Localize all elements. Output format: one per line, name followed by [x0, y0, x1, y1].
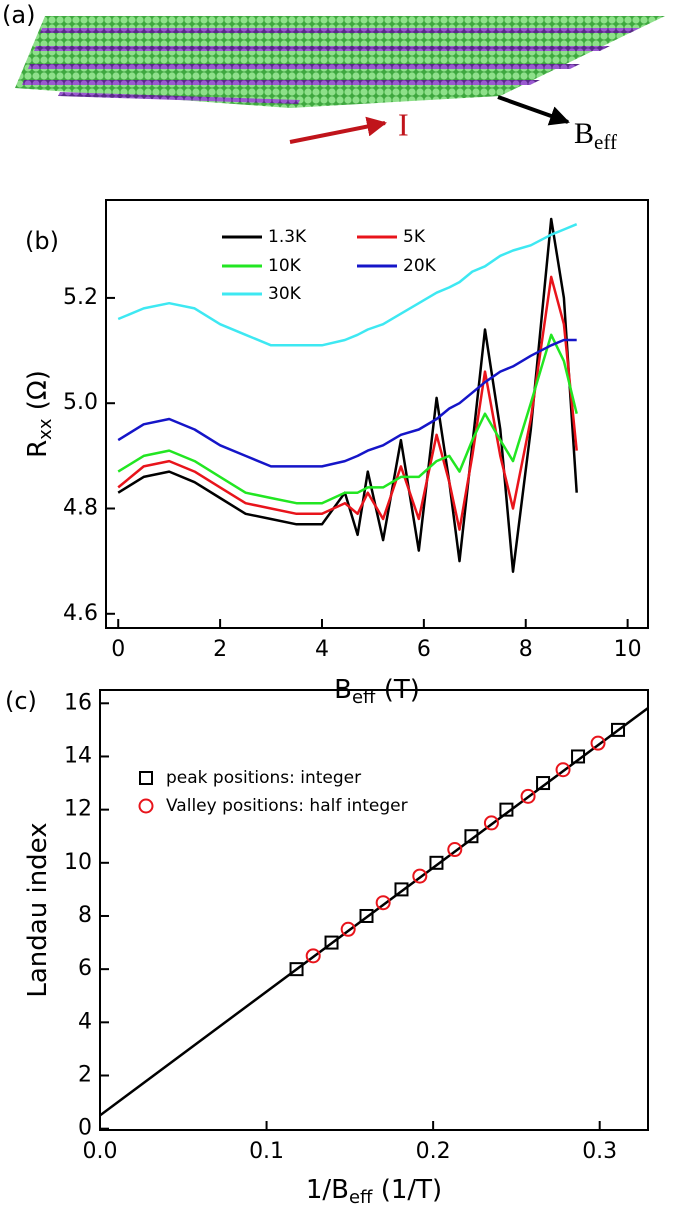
marker-square: [289, 962, 304, 977]
legend-label: peak positions: integer: [166, 768, 361, 788]
y-tick-label: 16: [64, 690, 92, 715]
marker-circle: [555, 762, 571, 778]
x-axis-label: 1/Beff (1/T): [306, 1175, 442, 1209]
y-tick-label: 12: [64, 797, 92, 822]
marker-square: [611, 722, 626, 737]
marker-square: [429, 855, 444, 870]
y-axis-label: Landau index: [23, 822, 53, 997]
marker-circle: [590, 735, 606, 751]
x-axis-label-part: eff: [352, 687, 376, 708]
marker-square: [499, 802, 514, 817]
layer: [40, 28, 640, 33]
y-tick-label: 14: [64, 743, 92, 768]
field-symbol: B: [574, 117, 594, 150]
marker-square: [359, 908, 374, 923]
y-tick-label: 2: [78, 1062, 92, 1087]
x-tick-label: 0.2: [416, 1139, 451, 1164]
x-tick-label: 10: [614, 637, 642, 662]
layered-crystal-illustration: (a) I Beff: [2, 1, 665, 154]
panel-label: (a): [2, 1, 35, 29]
y-tick-label: 4: [78, 1009, 92, 1034]
x-tick-label: 8: [519, 637, 533, 662]
legend-label: Valley positions: half integer: [166, 796, 408, 816]
data-line: [117, 217, 578, 573]
marker-square: [394, 882, 409, 897]
x-tick-label: 2: [213, 637, 227, 662]
chart-panel: (b) 0 2 4 6 8 10 4.6 4.8 5.0 5.2 Beff (T) Rxx (Ω) 1.3…: [23, 199, 649, 709]
layer: [22, 80, 540, 85]
current-label: I: [398, 106, 409, 142]
layer: [28, 64, 580, 69]
x-tick-label: 0.0: [83, 1139, 118, 1164]
data-line: [117, 223, 578, 347]
data-line: [117, 275, 578, 531]
plot-area: [100, 706, 648, 1117]
x-tick-label: 0.1: [249, 1139, 284, 1164]
y-tick-label: 5.0: [63, 390, 98, 415]
y-axis-label-part: Landau index: [23, 822, 53, 997]
marker-circle: [412, 868, 428, 884]
legend-swatch: [139, 771, 153, 785]
field-label: Beff: [574, 117, 617, 154]
x-tick-label: 4: [315, 637, 329, 662]
y-tick-label: 4.8: [63, 495, 98, 520]
panel-label: (c): [5, 687, 37, 715]
marker-square: [536, 776, 551, 791]
plot-frame: [99, 689, 649, 1131]
field-subscript: eff: [594, 130, 617, 154]
y-tick-label: 6: [78, 956, 92, 981]
layer: [58, 92, 300, 104]
layer: [34, 46, 610, 51]
legend-label: 30K: [268, 284, 302, 304]
legend-swatch: [138, 798, 154, 814]
y-tick-label: 5.2: [63, 285, 98, 310]
x-axis-label-part: (1/T): [372, 1175, 442, 1205]
marker-square: [464, 829, 479, 844]
y-tick-label: 4.6: [63, 601, 98, 626]
x-tick-label: 0: [111, 637, 125, 662]
y-axis-label-part: xx: [35, 418, 56, 440]
data-line: [117, 333, 578, 505]
plot-frame: [105, 199, 649, 629]
y-axis-label-part: R: [23, 440, 53, 458]
field-arrow: [497, 95, 570, 126]
y-axis-label-part: (Ω): [23, 370, 53, 418]
marker-circle: [447, 842, 463, 858]
fit-line: [100, 706, 648, 1117]
marker-circle: [340, 921, 356, 937]
marker-square: [571, 749, 586, 764]
legend-label: 1.3K: [268, 227, 307, 247]
plot-area: [117, 217, 578, 573]
y-axis-label: Rxx (Ω): [23, 370, 57, 458]
legend-label: 5K: [403, 227, 426, 247]
marker-circle: [375, 895, 391, 911]
x-axis-label: Beff (T): [334, 675, 420, 709]
current-arrow: [289, 116, 387, 144]
y-tick-label: 10: [64, 850, 92, 875]
x-tick-label: 6: [417, 637, 431, 662]
marker-circle: [305, 948, 321, 964]
marker-circle: [483, 815, 499, 831]
marker-circle: [520, 788, 536, 804]
data-line: [117, 338, 577, 468]
legend-label: 10K: [268, 256, 302, 276]
x-axis-label-part: eff: [349, 1187, 373, 1208]
marker-square: [324, 935, 339, 950]
x-tick-label: 0.3: [582, 1139, 617, 1164]
y-tick-label: 8: [78, 903, 92, 928]
panel-label: (b): [25, 227, 59, 255]
legend-label: 20K: [403, 256, 437, 276]
y-tick-label: 0: [78, 1116, 92, 1141]
x-axis-label-part: 1/B: [306, 1175, 349, 1205]
